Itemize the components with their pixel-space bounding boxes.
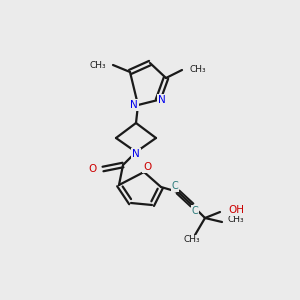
Text: C: C [192, 206, 198, 216]
Text: C: C [172, 181, 178, 191]
Text: N: N [158, 95, 166, 105]
Text: N: N [130, 100, 138, 110]
Text: CH₃: CH₃ [189, 65, 206, 74]
Text: CH₃: CH₃ [89, 61, 106, 70]
Text: OH: OH [228, 205, 244, 215]
Text: N: N [132, 149, 140, 159]
Text: O: O [89, 164, 97, 174]
Text: O: O [143, 162, 151, 172]
Text: CH₃: CH₃ [184, 236, 200, 244]
Text: CH₃: CH₃ [227, 214, 244, 224]
